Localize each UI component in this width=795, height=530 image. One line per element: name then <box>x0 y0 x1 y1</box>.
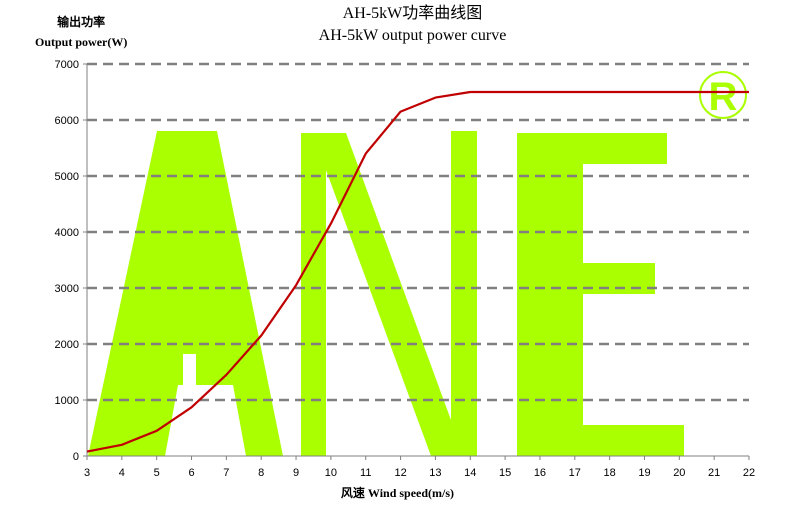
y-axis-label-cn: 输出功率 <box>57 15 106 29</box>
x-tick-label: 13 <box>429 467 441 479</box>
x-tick-label: 6 <box>188 467 194 479</box>
x-tick-label: 8 <box>258 467 264 479</box>
axes <box>86 64 749 457</box>
x-tick-label: 16 <box>534 467 546 479</box>
x-tick-label: 12 <box>394 467 406 479</box>
x-tick-label: 22 <box>743 467 755 479</box>
y-axis-label: 输出功率 Output power(W) <box>35 12 127 52</box>
y-tick-label: 1000 <box>55 395 79 407</box>
x-tick-label: 21 <box>708 467 720 479</box>
x-tick-label: 20 <box>673 467 685 479</box>
logo-letter-n <box>301 131 477 456</box>
y-tick-label: 5000 <box>55 171 79 183</box>
y-tick-label: 3000 <box>55 283 79 295</box>
power-curve-line <box>86 90 749 453</box>
logo-a-gap <box>183 354 196 385</box>
x-tick-label: 19 <box>638 467 650 479</box>
y-tick-label: 4000 <box>55 227 79 239</box>
grid-lines <box>87 62 749 402</box>
chart-subtitle: AH-5kW output power curve <box>318 27 507 44</box>
x-tick-label: 7 <box>223 467 229 479</box>
x-tick-label: 4 <box>119 467 125 479</box>
x-tick-label: 17 <box>569 467 581 479</box>
chart-title-block: AH-5kW功率曲线图 AH-5kW output power curve <box>0 4 795 48</box>
ane-logo-watermark: R <box>88 71 747 456</box>
y-tick-label: 0 <box>73 451 79 463</box>
x-tick-label: 14 <box>464 467 476 479</box>
y-tick-label: 2000 <box>55 339 79 351</box>
x-tick-label: 15 <box>499 467 511 479</box>
x-tick-label: 9 <box>293 467 299 479</box>
x-tick-label: 18 <box>604 467 616 479</box>
registered-mark-circle <box>699 71 747 119</box>
tick-labels: 0 1000 2000 3000 4000 5000 6000 7000 3 4 5 6 7 8 9 10 11… <box>55 59 756 479</box>
registered-mark-letter: R <box>709 75 738 119</box>
series-layer <box>86 90 750 453</box>
logo-letter-e <box>517 133 684 456</box>
x-tick-label: 11 <box>360 467 371 479</box>
x-axis-label: 风速 Wind speed(m/s) <box>340 486 455 500</box>
x-tick-label: 10 <box>325 467 337 479</box>
y-axis-label-en: Output power(W) <box>35 35 128 49</box>
y-tick-label: 6000 <box>55 115 79 127</box>
logo-letter-a <box>88 131 283 456</box>
x-tick-label: 5 <box>154 467 160 479</box>
y-tick-label: 7000 <box>55 59 79 71</box>
x-tick-label: 3 <box>84 467 90 479</box>
chart-title: AH-5kW功率曲线图 <box>342 5 483 22</box>
